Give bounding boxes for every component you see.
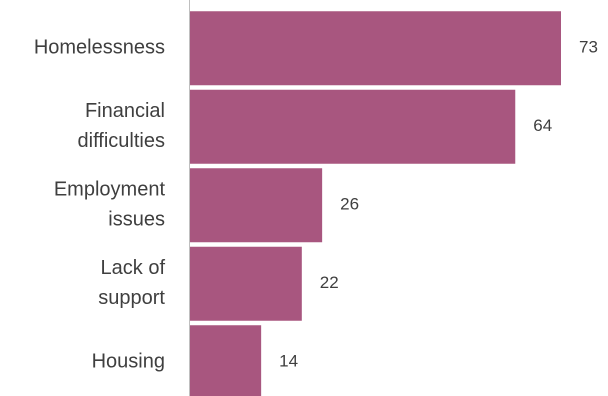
bar [190,325,262,396]
category-label: Employment issues [54,179,166,231]
category-label: Homelessness [34,37,165,59]
category-label: Housing [92,351,165,373]
data-label: 14 [279,352,298,371]
data-label: 26 [340,195,359,214]
bar [190,246,302,321]
data-label: 73 [579,38,598,57]
bar [190,89,516,164]
category-label: Financial difficulties [78,100,165,152]
data-label: 64 [533,116,552,135]
data-label: 22 [320,273,339,292]
bars-layer [190,11,561,396]
labels-layer: 73 Homelessness 64 Financial difficulties 26 E… [34,37,598,373]
bar [190,11,561,86]
bar [190,168,323,243]
category-label: Lack of support [98,257,165,309]
